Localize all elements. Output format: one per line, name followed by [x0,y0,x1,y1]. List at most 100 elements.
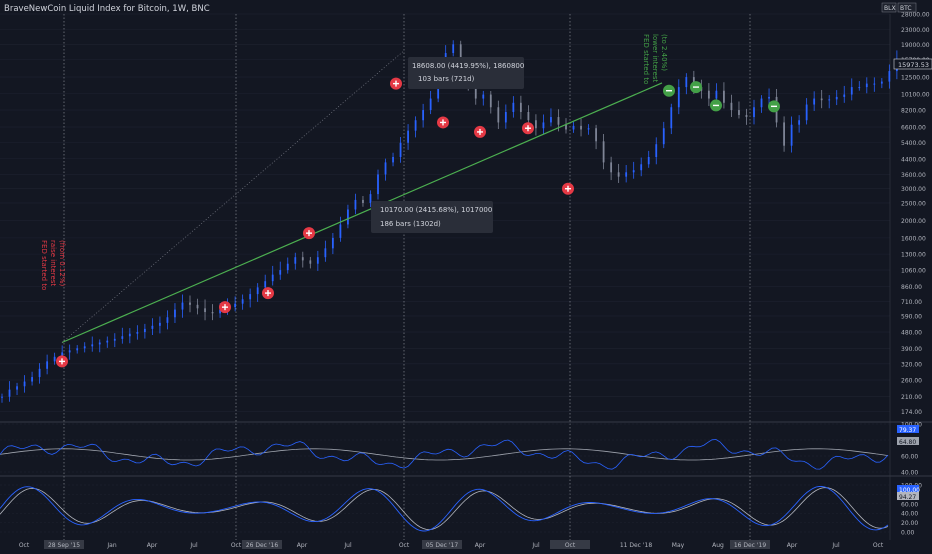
candle-up [279,270,282,275]
candle-up [670,107,673,129]
price-tick-label: 260.00 [901,378,922,385]
stoch-d-tag [897,492,919,500]
measure-box-lower[interactable]: 10170.00 (2415.68%), 1017000 186 bars (1… [371,201,493,233]
stoch-tick-label: 40.00 [901,511,918,518]
candle-up [16,386,18,390]
price-tick-label: 6600.00 [901,125,926,132]
candle-up [143,328,146,333]
time-tick-label: Jan [106,542,116,549]
time-tick-label: Oct [19,542,30,549]
price-tick-label: 4400.00 [901,156,926,163]
measure-box-upper[interactable]: 18608.00 (4419.95%), 1860800 103 bars (7… [408,57,524,89]
fed-lower-text: lower interest [651,34,659,82]
price-tick-label: 590.00 [901,313,922,320]
candle-down [565,124,567,130]
price-tick-label: 210.00 [901,394,922,401]
candle-up [46,361,49,369]
candle-up [181,302,184,310]
candle-up [768,96,770,99]
candle-up [53,356,56,362]
last-price-tag [893,58,932,70]
price-tick-label: 320.00 [901,361,922,368]
candle-down [745,114,748,118]
stoch-tick-label: 60.00 [901,501,918,508]
candle-up [422,110,425,121]
time-axis[interactable]: Oct 28 Sep '15 Jan Apr Jul Oct 26 Dec '16 Apr Ju… [19,540,884,549]
stoch-k-line [0,486,889,532]
rsi-value-tag [897,425,919,433]
candle-up [542,122,545,129]
price-tick-label: 1300.00 [901,252,926,259]
price-tick-label: 390.00 [901,346,922,353]
candle-up [399,142,402,157]
candle-up [805,104,808,121]
candle-up [647,156,650,165]
candle-up [392,156,394,163]
candle-down [783,122,785,146]
candle-down [595,128,597,142]
trendline-green[interactable] [61,82,663,344]
candle-up [865,83,868,88]
date-marker-box [550,540,590,549]
currency-badge[interactable] [897,2,917,13]
candle-up [324,248,327,258]
trendlines[interactable] [61,50,663,344]
candle-up [354,199,357,210]
candle-down [474,87,477,99]
stoch-tick-label: 20.00 [901,520,918,527]
candle-up [685,77,688,88]
price-tick-label: 860.00 [901,284,922,291]
price-tick-label: 3600.00 [901,172,926,179]
fed-lower-text: (to 2.40%) [660,34,668,71]
time-tick-label: 16 Dec '19 [734,542,767,549]
candle-down [617,172,620,177]
time-tick-label: Apr [787,542,798,549]
candle-down [519,102,522,112]
candle-up [219,309,221,314]
currency-badge-label: BTC [900,5,912,12]
candle-up [151,325,154,329]
stoch-tick-label: 0.00 [901,530,915,537]
candle-up [625,172,628,177]
candle-up [136,332,139,334]
rsi-value: 79.37 [899,427,916,434]
candle-up [76,348,79,351]
exchange-badge[interactable] [881,2,897,13]
time-tick-label: Oct [873,542,884,549]
price-tick-label: 174.00 [901,409,922,416]
candle-up [369,194,372,203]
candle-up [429,98,432,111]
candle-up [241,299,244,304]
candle-up [407,130,409,143]
candle-down [723,90,725,103]
time-tick-label: Jul [189,542,198,549]
candle-up [377,174,379,195]
candle-up [256,287,259,295]
fed-raise-text: (from 0.12%) [58,240,66,286]
candle-down [309,260,312,264]
rsi-tick-label: 40.00 [901,470,918,477]
candle-up [98,342,101,345]
date-marker-box [242,540,282,549]
time-tick-label: Jul [531,542,540,549]
time-tick-label: 26 Dec '16 [246,542,279,549]
candle-up [294,257,297,264]
rsi-tick-label: 60.00 [901,454,918,461]
candle-up [843,94,846,97]
time-tick-label: Oct [231,542,242,549]
candle-up [632,170,635,173]
candle-up [880,81,883,84]
measure-value-upper: 18608.00 (4419.95%), 1860800 [412,62,524,70]
candle-up [858,87,861,89]
candle-up [347,209,349,225]
measure-bars-lower: 186 bars (1302d) [380,220,441,228]
time-tick-label: Jul [343,542,352,549]
candle-up [249,294,252,300]
candle-up [316,257,319,264]
candle-down [602,141,605,163]
stoch-k-tag [897,485,919,493]
time-tick-label: 28 Sep '15 [48,542,80,549]
last-price-text: 15973.53 [898,61,929,69]
time-tick-label: Oct [399,542,410,549]
